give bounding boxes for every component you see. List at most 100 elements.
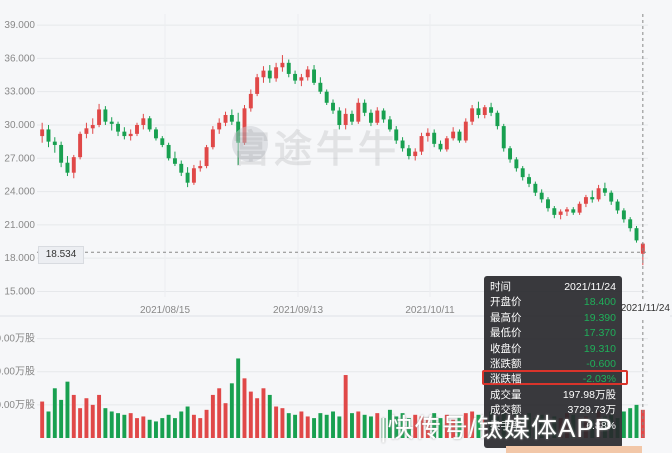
volume-bar [141,416,146,438]
crosshair-price-label: 18.534 [38,246,84,264]
volume-bar [116,413,120,438]
candle-body [40,129,45,137]
volume-bar [185,406,190,438]
volume-bar [463,413,468,438]
volume-bar [286,413,291,438]
candle-body [109,121,114,124]
ohlc-tooltip: 时间 2021/11/24 开盘价 18.400 最高价 19.390 最低价 17.370 收… [482,276,628,448]
tooltip-row: 换手率 6.88% [490,419,616,434]
media-watermark: |快传号/钛媒体APP [380,413,614,443]
volume-bar [350,413,354,438]
tooltip-label: 最高价 [490,311,522,324]
candle-body [495,112,500,127]
tooltip-row: 成交量 197.98万股 [490,388,616,403]
candle-body [425,132,430,137]
tooltip-row: 收盘价 19.310 [490,342,616,357]
candle-body [154,129,158,139]
tooltip-label: 换手率 [490,419,522,432]
volume-bar [71,394,76,438]
tooltip-row: 时间 2021/11/24 [490,280,616,295]
volume-bar [198,418,203,438]
change-pct-highlight-box [482,370,628,385]
tooltip-value: 197.98万股 [562,388,616,401]
candle-body [248,93,253,109]
volume-bar [331,411,335,438]
candle-body [565,209,569,212]
candle-body [59,144,64,163]
volume-bar [419,416,424,438]
volume-bar [280,408,285,438]
candle-body [508,148,513,160]
volume-bar [356,411,361,438]
candle-body [368,112,373,123]
candle-body [413,151,418,157]
candle-body [590,197,595,200]
candle-body [116,123,120,132]
candle-body [476,108,481,115]
candle-body [609,192,614,202]
volume-bar [191,414,196,438]
tooltip-value: 6.88% [586,419,616,432]
volume-bar [457,416,462,438]
candle-body [97,109,102,125]
candle-body [198,166,203,169]
candle-body [280,62,285,68]
price-tick-label: 33.000 [4,87,35,98]
candle-body [602,188,607,193]
volume-bar [84,398,89,438]
tooltip-label: 成交额 [490,404,522,417]
tooltip-label: 收盘价 [490,342,522,355]
candle-body [337,110,342,125]
candle-body [324,91,329,103]
candle-body [191,168,196,183]
candle-body [406,148,411,157]
volume-bar [122,414,127,438]
volume-bar [293,414,298,438]
candle-body [299,77,304,81]
tooltip-value: 17.370 [583,327,616,340]
volume-bar [65,381,70,438]
candle-body [438,143,443,150]
volume-bar [413,414,418,438]
tooltip-value: 19.390 [583,311,616,324]
tooltip-label: 涨跌幅 [490,373,522,386]
candle-body [489,107,494,113]
candle-body [103,109,108,122]
candle-body [160,138,165,145]
volume-bar [375,413,380,438]
candle-body [375,110,380,123]
volume-bar [368,416,373,438]
tooltip-value: 2021/11/24 [564,281,616,293]
candle-body [71,157,76,173]
volume-bar [337,416,342,438]
tooltip-label: 成交量 [490,388,522,401]
volume-bar [312,418,317,438]
volume-bar [223,403,228,438]
volume-tick-label: 400.00万股 [0,366,35,378]
candle-body [628,219,633,229]
candle-body [286,62,291,74]
candle-body [577,203,582,213]
candle-body [274,67,279,79]
candle-body [552,208,557,215]
candle-body [520,168,525,178]
price-tick-label: 30.000 [4,120,35,131]
candle-body [78,133,83,158]
candle-body [122,131,127,137]
candle-body [501,126,506,149]
candle-body [470,108,475,122]
candle-body [394,129,399,141]
tooltip-label: 涨跌额 [490,358,522,370]
date-tick-label: 2021/09/13 [273,305,323,316]
volume-bar [147,419,152,438]
tooltip-label: 开盘价 [490,296,522,309]
volume-bar [324,414,329,438]
volume-bar [432,413,437,438]
volume-bar [179,411,184,438]
tooltip-value: 3729.73万 [567,404,616,417]
volume-bar [628,408,633,438]
tooltip-row: 涨跌额 -0.600 [490,357,616,372]
candle-body [571,209,576,213]
